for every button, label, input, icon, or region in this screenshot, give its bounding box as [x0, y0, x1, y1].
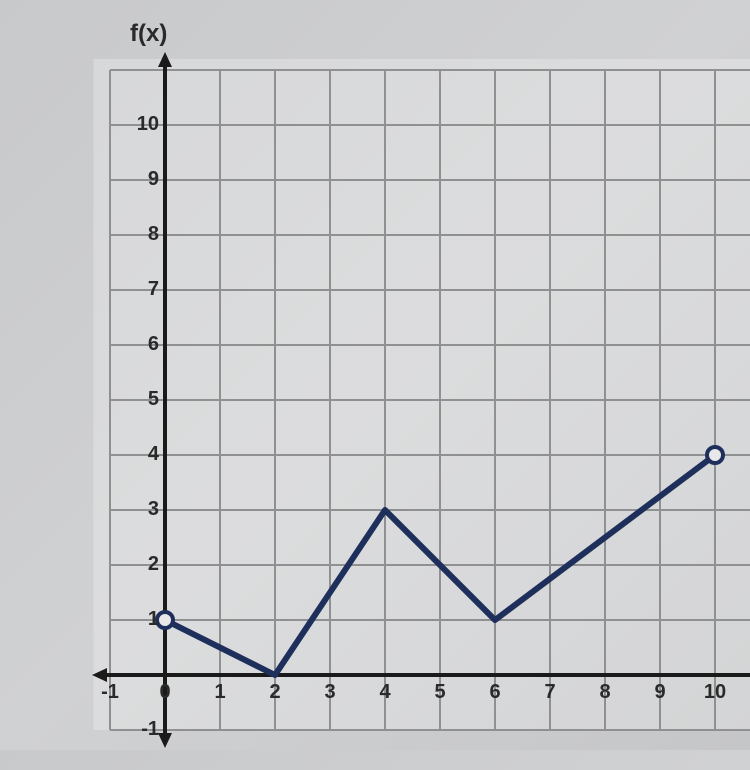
y-tick-label: 6: [133, 333, 159, 356]
x-tick-label: 0: [150, 681, 180, 704]
y-tick-label: 7: [133, 278, 159, 301]
x-tick-label: 6: [480, 681, 510, 704]
x-tick-label: 2: [260, 681, 290, 704]
y-tick-label: 3: [133, 498, 159, 521]
y-tick-label: 1: [133, 608, 159, 631]
y-tick-label: 2: [133, 553, 159, 576]
x-tick-label: 10: [700, 681, 730, 704]
y-tick-label: 4: [133, 443, 159, 466]
x-tick-label: 1: [205, 681, 235, 704]
x-tick-label: -1: [95, 681, 125, 704]
x-tick-label: 4: [370, 681, 400, 704]
y-tick-label: 8: [133, 223, 159, 246]
y-tick-label: 5: [133, 388, 159, 411]
y-tick-label: 10: [133, 113, 159, 136]
y-tick-label: 9: [133, 168, 159, 191]
x-tick-label: 3: [315, 681, 345, 704]
x-tick-label: 5: [425, 681, 455, 704]
x-tick-label: 7: [535, 681, 565, 704]
chart-container: f(x) -112345678910 -1012345678910 x: [30, 20, 730, 740]
x-tick-label: 9: [645, 681, 675, 704]
y-tick-label: -1: [133, 718, 159, 741]
x-tick-label: 8: [590, 681, 620, 704]
